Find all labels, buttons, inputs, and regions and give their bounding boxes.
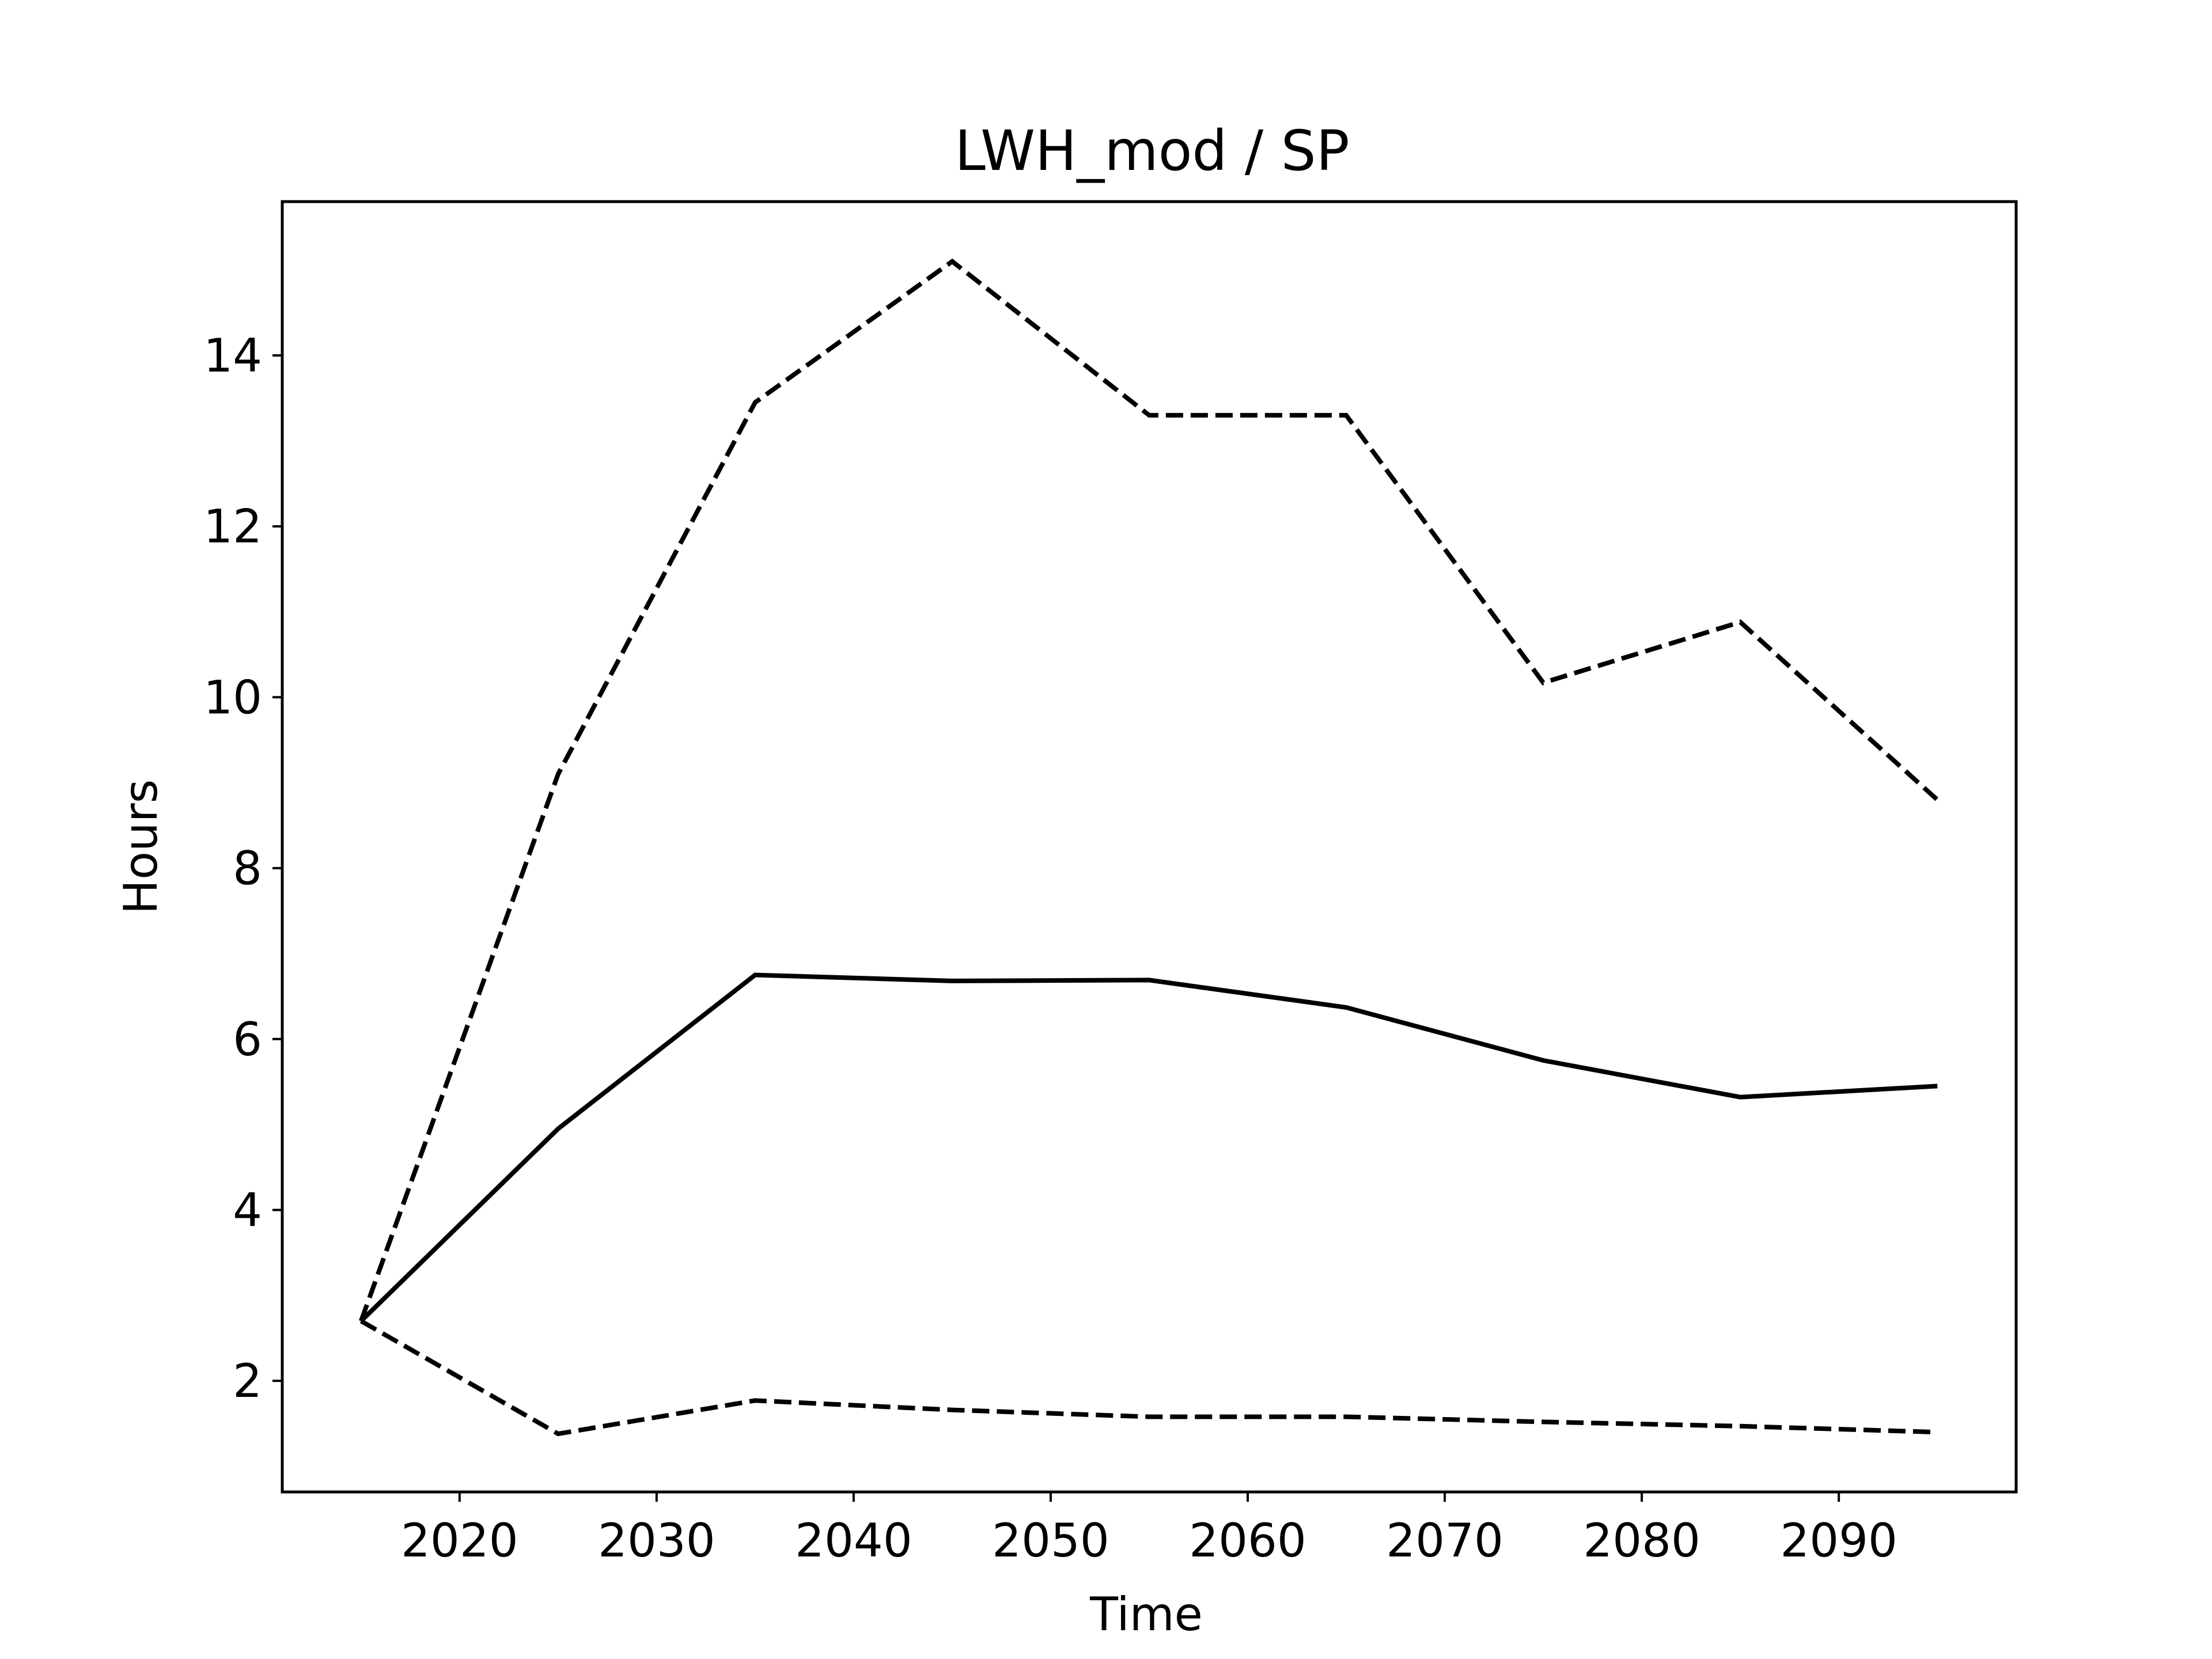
y-tick-label: 12 (203, 500, 262, 554)
y-tick-label: 14 (203, 329, 262, 382)
series-layer (359, 258, 1939, 1437)
plot-area-frame (281, 200, 2018, 1494)
series-line-1 (359, 972, 1938, 1323)
x-tick-label: 2050 (992, 1514, 1109, 1567)
x-tick-label: 2040 (795, 1514, 912, 1567)
y-tick-label: 4 (233, 1183, 262, 1237)
x-axis-label: Time (1089, 1588, 1203, 1641)
x-tick-label: 2090 (1780, 1514, 1897, 1567)
series-line-3 (359, 1319, 1938, 1437)
y-tick-label: 6 (233, 1013, 262, 1066)
y-tick-label: 10 (203, 671, 262, 724)
x-tick-label: 2080 (1583, 1514, 1700, 1567)
x-tick-label: 2020 (401, 1514, 518, 1567)
y-axis-label: Hours (114, 779, 168, 914)
chart-title: LWH_mod / SP (955, 119, 1349, 183)
y-tick-label: 2 (233, 1354, 262, 1408)
ticks-layer: 2020 2030 2040 2050 2060 2070 2080 2090 2 4 6 8 10 12… (203, 329, 1897, 1567)
y-tick-label: 8 (233, 842, 262, 895)
x-tick-label: 2030 (598, 1514, 715, 1567)
series-line-2 (359, 258, 1939, 1322)
x-tick-label: 2060 (1189, 1514, 1306, 1567)
x-tick-label: 2070 (1386, 1514, 1503, 1567)
